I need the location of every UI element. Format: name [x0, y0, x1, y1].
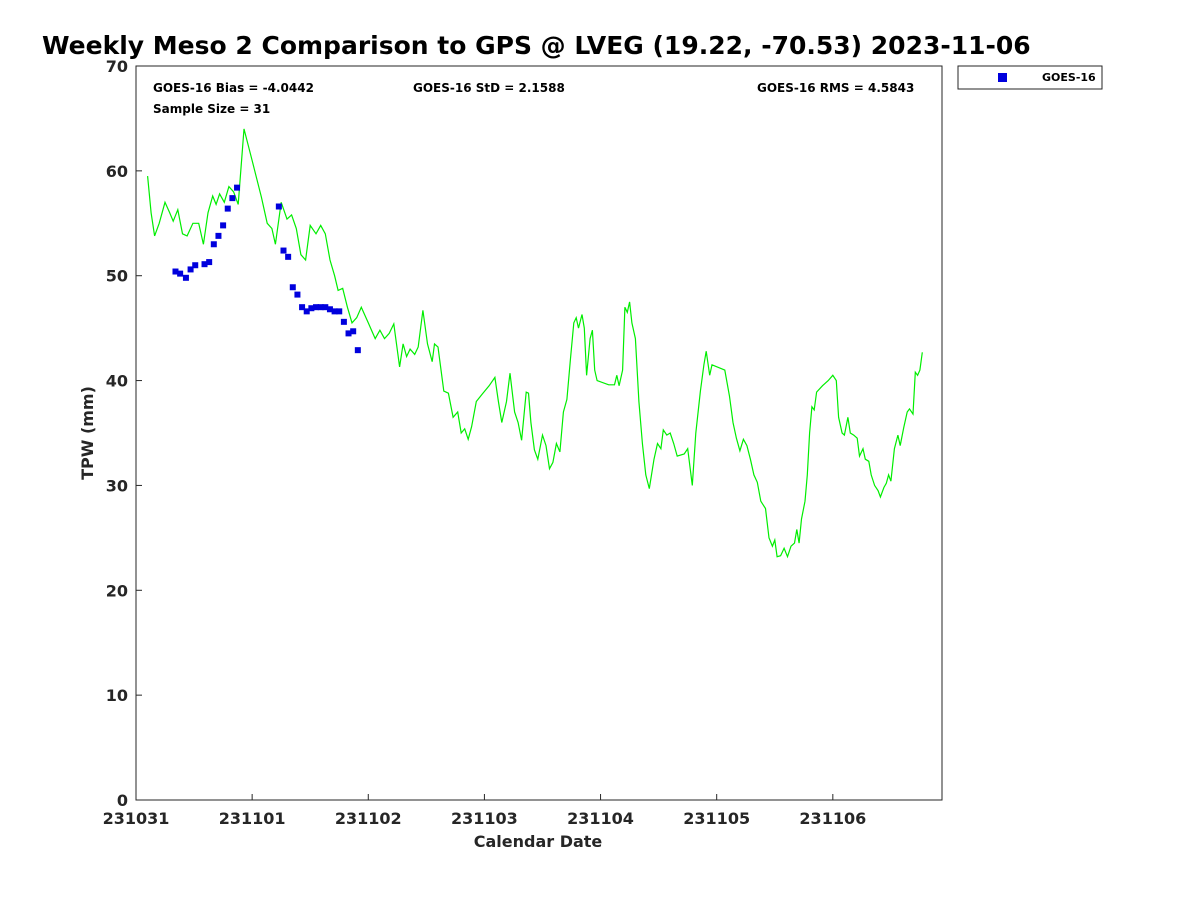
legend: GOES-16 [957, 65, 1103, 90]
std-stat: GOES-16 StD = 2.1588 [413, 81, 565, 95]
x-axis: 231031 231101 231102 231103 231104 231105 2311… [103, 794, 866, 828]
y-tick-label: 50 [106, 267, 128, 286]
goes16-point [192, 262, 199, 269]
y-tick-label: 0 [117, 791, 128, 810]
gps-tpw-line [147, 128, 923, 559]
goes16-point [331, 308, 338, 315]
goes16-point [187, 266, 194, 273]
y-axis-label: TPW (mm) [78, 386, 97, 480]
x-tick-label: 231105 [683, 809, 750, 828]
goes16-point [322, 304, 329, 311]
goes16-point [289, 284, 296, 291]
legend-box [957, 65, 1103, 90]
goes16-point [299, 304, 306, 311]
sample-size-stat: Sample Size = 31 [153, 102, 270, 116]
goes16-point [354, 347, 361, 354]
goes16-point [177, 270, 184, 277]
y-tick-label: 60 [106, 162, 128, 181]
goes16-point [350, 328, 357, 335]
goes16-point [234, 184, 241, 191]
goes16-point [294, 291, 301, 298]
y-axis: 0 10 20 30 40 50 60 70 [106, 57, 142, 810]
legend-marker-goes16 [998, 73, 1007, 82]
goes16-point [345, 330, 352, 337]
goes16-point [317, 304, 324, 311]
y-tick-label: 30 [106, 476, 128, 495]
goes16-point [201, 261, 208, 268]
goes16-point [224, 205, 231, 212]
goes16-point [275, 203, 282, 210]
x-tick-label: 231101 [219, 809, 286, 828]
goes16-point [285, 253, 292, 260]
goes16-point [182, 274, 189, 281]
goes16-point [220, 222, 227, 229]
goes16-point [210, 241, 217, 248]
x-tick-label: 231031 [103, 809, 170, 828]
goes16-point [336, 308, 343, 315]
x-tick-label: 231104 [567, 809, 634, 828]
y-tick-label: 10 [106, 686, 128, 705]
goes16-point [206, 259, 213, 266]
goes16-point [229, 195, 236, 202]
x-tick-label: 231103 [451, 809, 518, 828]
y-tick-label: 70 [106, 57, 128, 76]
goes16-point [280, 247, 287, 254]
goes16-point [313, 304, 320, 311]
plot-frame [135, 65, 943, 801]
rms-stat: GOES-16 RMS = 4.5843 [757, 81, 914, 95]
goes16-point [172, 268, 179, 275]
x-axis-label: Calendar Date [474, 832, 603, 851]
legend-label-goes16: GOES-16 [1042, 71, 1096, 84]
chart-title: Weekly Meso 2 Comparison to GPS @ LVEG (… [42, 31, 1031, 60]
bias-stat: GOES-16 Bias = -4.0442 [153, 81, 314, 95]
y-tick-label: 40 [106, 372, 128, 391]
goes16-point [326, 306, 333, 313]
series-layer [147, 128, 923, 559]
y-tick-label: 20 [106, 581, 128, 600]
goes16-point [340, 318, 347, 325]
x-tick-label: 231102 [335, 809, 402, 828]
goes16-point [303, 308, 310, 315]
x-tick-label: 231106 [799, 809, 866, 828]
goes16-point [215, 232, 222, 239]
goes16-point [308, 305, 315, 312]
